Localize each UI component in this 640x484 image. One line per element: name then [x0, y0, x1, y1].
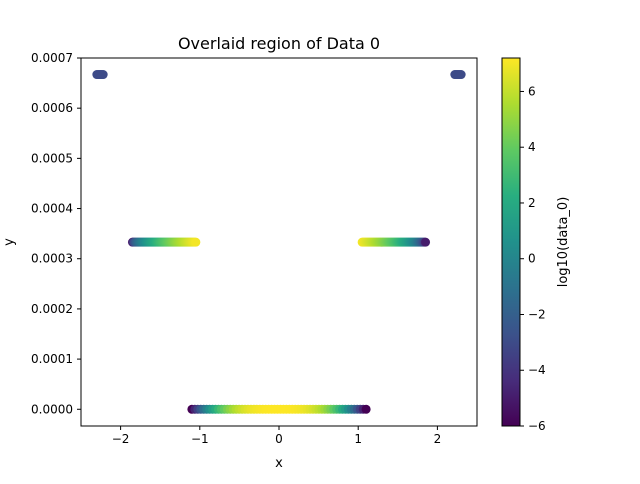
colorbar-label: log10(data_0): [556, 197, 571, 288]
x-tick-label: 2: [434, 432, 442, 446]
y-tick-label: 0.0002: [31, 302, 73, 316]
x-tick-label: 1: [354, 432, 362, 446]
colorbar-tick-label: −6: [528, 419, 546, 433]
y-tick-label: 0.0004: [31, 202, 73, 216]
colorbar: [501, 57, 521, 427]
x-axis-label: x: [275, 456, 283, 471]
colorbar-tick-label: 4: [528, 140, 536, 154]
x-tick-label: −1: [191, 432, 209, 446]
colorbar-tick-label: 6: [528, 84, 536, 98]
y-tick-label: 0.0005: [31, 151, 73, 165]
scatter-point: [456, 70, 466, 80]
y-tick-label: 0.0007: [31, 51, 73, 65]
chart-title: Overlaid region of Data 0: [178, 34, 380, 53]
x-tick-label: 0: [275, 432, 283, 446]
colorbar-tick-label: −2: [528, 307, 546, 321]
colorbar-tick-label: −4: [528, 363, 546, 377]
x-tick-label: −2: [112, 432, 130, 446]
colorbar-tick-label: 2: [528, 196, 536, 210]
scatter-point: [361, 404, 371, 414]
scatter-point: [421, 237, 431, 247]
colorbar-tick-label: 0: [528, 252, 536, 266]
y-axis: 0.0000 0.0001 0.0002 0.0003 0.0004 0.0005 0.00…: [31, 51, 81, 416]
colorbar-ticks: −6 −4 −2 0 2 4 6: [520, 84, 546, 433]
x-axis: −2 −1 0 1 2: [112, 426, 441, 446]
scatter-point: [98, 70, 108, 80]
scatter-point: [191, 237, 201, 247]
y-tick-label: 0.0003: [31, 252, 73, 266]
y-tick-label: 0.0001: [31, 352, 73, 366]
y-tick-label: 0.0006: [31, 101, 73, 115]
y-axis-label: y: [2, 238, 17, 246]
y-tick-label: 0.0000: [31, 402, 73, 416]
scatter-points: [92, 70, 466, 414]
